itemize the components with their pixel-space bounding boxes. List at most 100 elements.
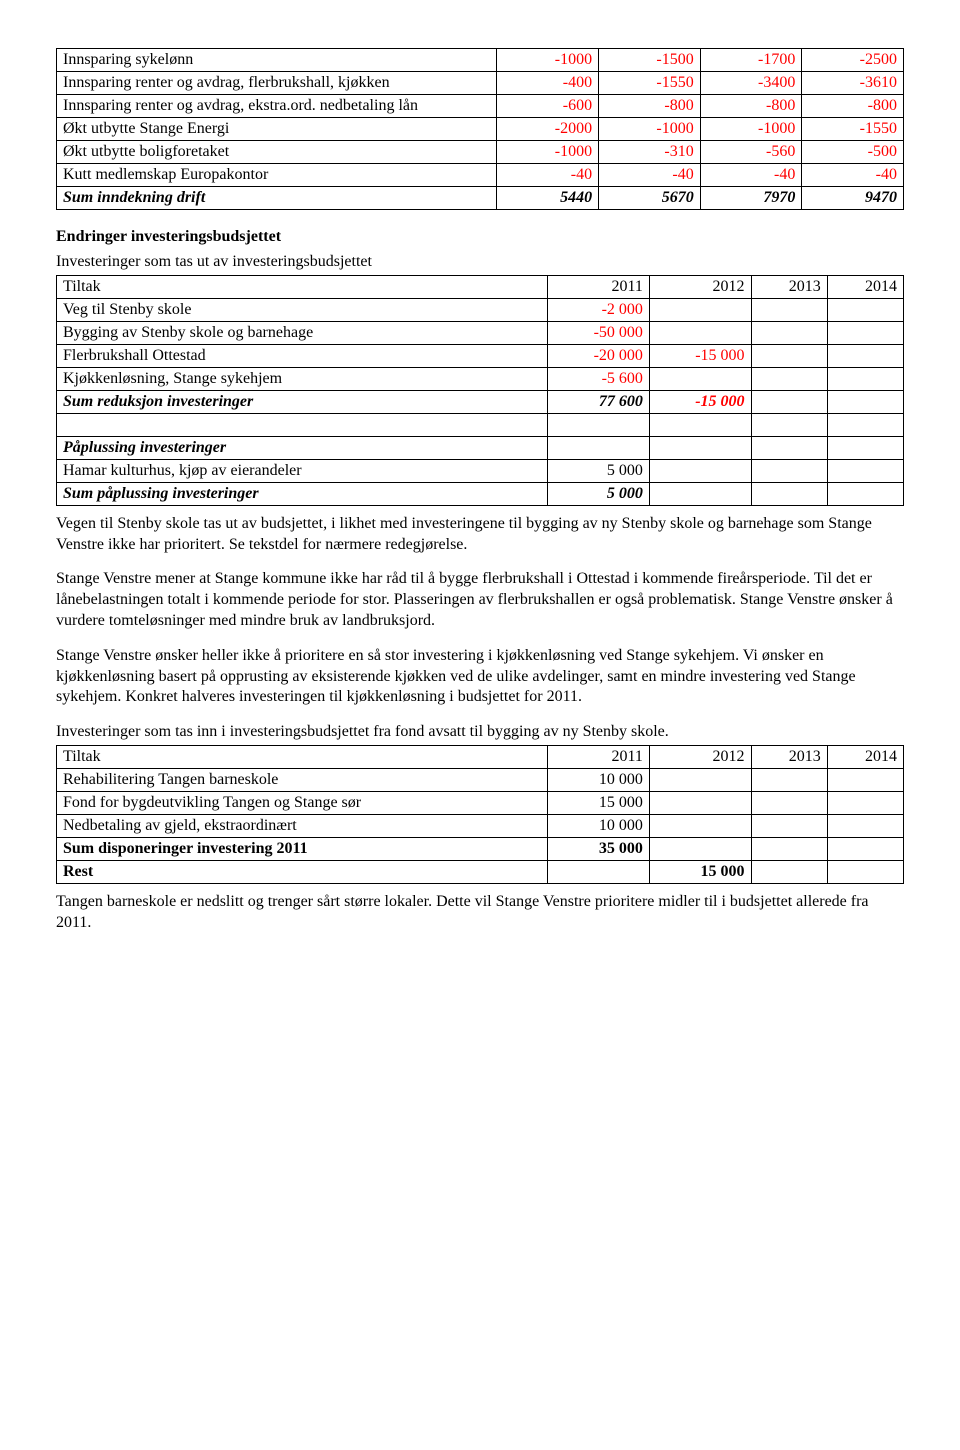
row-cell: -5 600 <box>548 367 650 390</box>
row-cell <box>827 860 903 883</box>
row-cell: -1000 <box>497 141 599 164</box>
row-cell <box>548 860 650 883</box>
column-header: 2013 <box>751 745 827 768</box>
row-cell <box>751 367 827 390</box>
row-cell <box>751 837 827 860</box>
row-cell <box>751 791 827 814</box>
row-cell <box>649 791 751 814</box>
table3-intro: Investeringer som tas inn i investerings… <box>56 722 904 743</box>
row-cell <box>649 482 751 505</box>
row-label: Påplussing investeringer <box>57 436 548 459</box>
row-cell: -1500 <box>599 49 701 72</box>
row-cell <box>827 768 903 791</box>
row-label: Rehabilitering Tangen barneskole <box>57 768 548 791</box>
row-label: Kutt medlemskap Europakontor <box>57 164 497 187</box>
row-cell: 15 000 <box>548 791 650 814</box>
investering-ut-table: Tiltak2011201220132014 Veg til Stenby sko… <box>56 275 904 506</box>
row-cell: -40 <box>802 164 904 187</box>
column-header: 2012 <box>649 745 751 768</box>
row-label: Flerbrukshall Ottestad <box>57 344 548 367</box>
column-header: Tiltak <box>57 745 548 768</box>
paragraph-3: Stange Venstre ønsker heller ikke å prio… <box>56 646 904 708</box>
row-cell <box>827 482 903 505</box>
row-label: Bygging av Stenby skole og barnehage <box>57 321 548 344</box>
row-cell: -2000 <box>497 118 599 141</box>
row-cell: -3400 <box>700 72 802 95</box>
row-cell <box>751 814 827 837</box>
row-cell: 77 600 <box>548 390 650 413</box>
row-cell <box>751 459 827 482</box>
row-cell: 9470 <box>802 187 904 210</box>
row-cell: -500 <box>802 141 904 164</box>
row-cell <box>649 298 751 321</box>
row-cell <box>827 791 903 814</box>
row-label: Sum disponeringer investering 2011 <box>57 837 548 860</box>
column-header: 2014 <box>827 275 903 298</box>
row-cell: -1000 <box>700 118 802 141</box>
column-header: 2011 <box>548 275 650 298</box>
row-label: Sum påplussing investeringer <box>57 482 548 505</box>
row-cell: -800 <box>802 95 904 118</box>
column-header: 2013 <box>751 275 827 298</box>
row-cell <box>751 298 827 321</box>
paragraph-2: Stange Venstre mener at Stange kommune i… <box>56 569 904 631</box>
row-cell: 5 000 <box>548 459 650 482</box>
row-cell: -50 000 <box>548 321 650 344</box>
row-cell: -3610 <box>802 72 904 95</box>
row-cell: -1000 <box>497 49 599 72</box>
row-cell: -40 <box>599 164 701 187</box>
row-cell: -40 <box>700 164 802 187</box>
row-cell <box>827 390 903 413</box>
row-cell: -1550 <box>599 72 701 95</box>
spacer-cell <box>751 413 827 436</box>
row-cell: -40 <box>497 164 599 187</box>
row-cell: -800 <box>599 95 701 118</box>
row-cell <box>827 459 903 482</box>
spacer-cell <box>827 413 903 436</box>
row-cell <box>548 436 650 459</box>
row-cell <box>649 321 751 344</box>
row-cell: -2500 <box>802 49 904 72</box>
row-cell: -15 000 <box>649 344 751 367</box>
row-cell: -1000 <box>599 118 701 141</box>
row-cell: 10 000 <box>548 768 650 791</box>
row-label: Innsparing renter og avdrag, flerbruksha… <box>57 72 497 95</box>
row-cell: -310 <box>599 141 701 164</box>
row-cell <box>649 768 751 791</box>
row-cell <box>649 837 751 860</box>
row-cell <box>751 390 827 413</box>
row-cell <box>649 367 751 390</box>
row-cell: -15 000 <box>649 390 751 413</box>
row-cell <box>649 436 751 459</box>
row-cell <box>751 860 827 883</box>
row-cell: -1550 <box>802 118 904 141</box>
row-label: Innsparing sykelønn <box>57 49 497 72</box>
row-cell <box>751 768 827 791</box>
row-cell <box>827 344 903 367</box>
row-label: Fond for bygdeutvikling Tangen og Stange… <box>57 791 548 814</box>
row-label: Rest <box>57 860 548 883</box>
row-cell: 7970 <box>700 187 802 210</box>
spacer-cell <box>57 413 548 436</box>
row-label: Sum inndekning drift <box>57 187 497 210</box>
row-label: Økt utbytte boligforetaket <box>57 141 497 164</box>
column-header: Tiltak <box>57 275 548 298</box>
row-cell: 15 000 <box>649 860 751 883</box>
drift-table: Innsparing sykelønn-1000-1500-1700-2500I… <box>56 48 904 210</box>
row-label: Innsparing renter og avdrag, ekstra.ord.… <box>57 95 497 118</box>
investering-inn-table: Tiltak2011201220132014Rehabilitering Tan… <box>56 745 904 884</box>
row-label: Nedbetaling av gjeld, ekstraordinært <box>57 814 548 837</box>
row-cell: -2 000 <box>548 298 650 321</box>
row-cell <box>827 321 903 344</box>
row-cell: -400 <box>497 72 599 95</box>
row-label: Sum reduksjon investeringer <box>57 390 548 413</box>
row-label: Veg til Stenby skole <box>57 298 548 321</box>
row-cell <box>649 814 751 837</box>
row-cell <box>751 482 827 505</box>
row-label: Hamar kulturhus, kjøp av eierandeler <box>57 459 548 482</box>
row-cell: 10 000 <box>548 814 650 837</box>
row-cell: -1700 <box>700 49 802 72</box>
row-cell <box>827 367 903 390</box>
row-cell: 5440 <box>497 187 599 210</box>
column-header: 2012 <box>649 275 751 298</box>
